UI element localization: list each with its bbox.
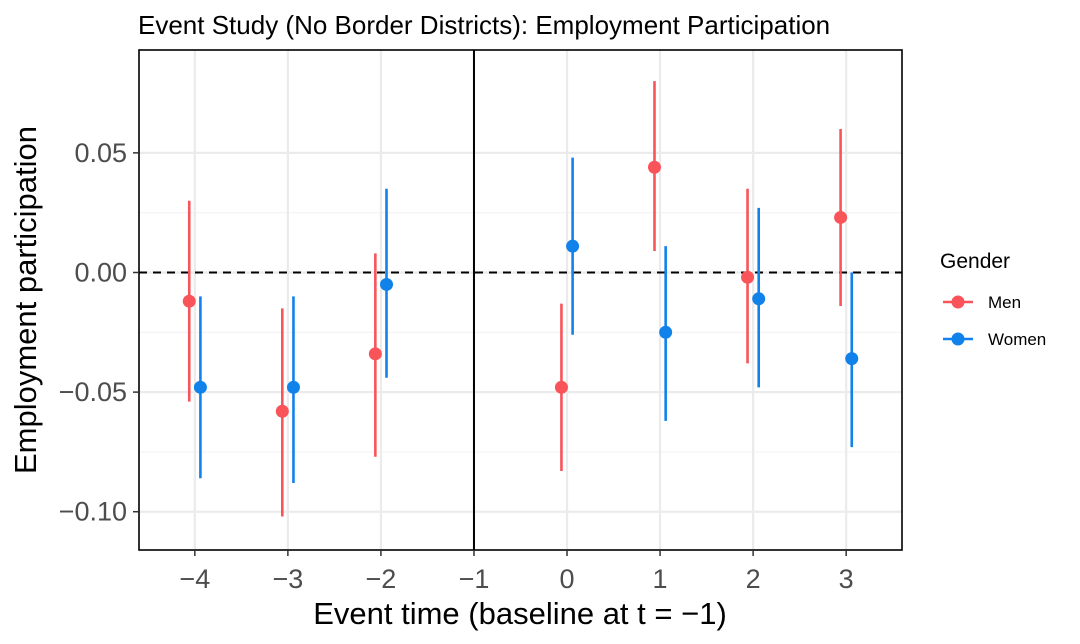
legend-title: Gender	[940, 250, 1010, 273]
y-tick-label: −0.10	[59, 497, 127, 527]
estimate-point	[286, 380, 300, 394]
estimate-point	[182, 294, 196, 308]
x-tick-label: 1	[653, 564, 668, 594]
estimate-point	[659, 325, 673, 339]
reference-lines	[139, 50, 902, 550]
estimate-point	[834, 210, 848, 224]
series-layer	[182, 81, 859, 517]
series-men	[182, 81, 848, 517]
legend-key-point	[951, 295, 965, 309]
x-tick-label: 3	[839, 564, 854, 594]
legend-item-women: Women	[943, 330, 1046, 349]
y-tick-label: −0.05	[59, 377, 127, 407]
estimate-point	[380, 277, 394, 291]
x-tick-label: 2	[746, 564, 761, 594]
legend-item-men: Men	[943, 293, 1021, 312]
y-tick-label: 0.05	[74, 138, 127, 168]
estimate-point	[845, 352, 859, 366]
estimate-point	[741, 270, 755, 284]
series-women	[193, 157, 859, 484]
y-axis-title: Employment participation	[8, 126, 43, 474]
x-axis: −4 −3 −2 −1 0 1 2 3	[179, 550, 854, 594]
estimate-point	[275, 404, 289, 418]
estimate-point	[566, 239, 580, 253]
grid-layer	[139, 50, 902, 550]
estimate-point	[368, 347, 382, 361]
legend-items: Men Women	[943, 293, 1046, 349]
x-axis-title: Event time (baseline at t = −1)	[313, 596, 727, 631]
estimate-point	[752, 292, 766, 306]
y-axis: −0.10 −0.05 0.00 0.05	[59, 138, 139, 527]
legend-label: Women	[988, 330, 1046, 349]
x-tick-label: −4	[179, 564, 210, 594]
estimate-point	[193, 380, 207, 394]
y-tick-label: 0.00	[74, 257, 127, 287]
x-tick-label: −2	[366, 564, 397, 594]
legend: Gender Men Women	[940, 250, 1046, 349]
panel-border	[138, 49, 903, 551]
legend-label: Men	[988, 293, 1021, 312]
chart-title: Event Study (No Border Districts): Emplo…	[138, 10, 830, 40]
estimate-point	[647, 160, 661, 174]
x-tick-label: −3	[272, 564, 303, 594]
estimate-point	[554, 380, 568, 394]
x-tick-label: −1	[459, 564, 490, 594]
legend-key-point	[951, 332, 965, 346]
plot-panel	[138, 49, 903, 551]
x-tick-label: 0	[560, 564, 575, 594]
